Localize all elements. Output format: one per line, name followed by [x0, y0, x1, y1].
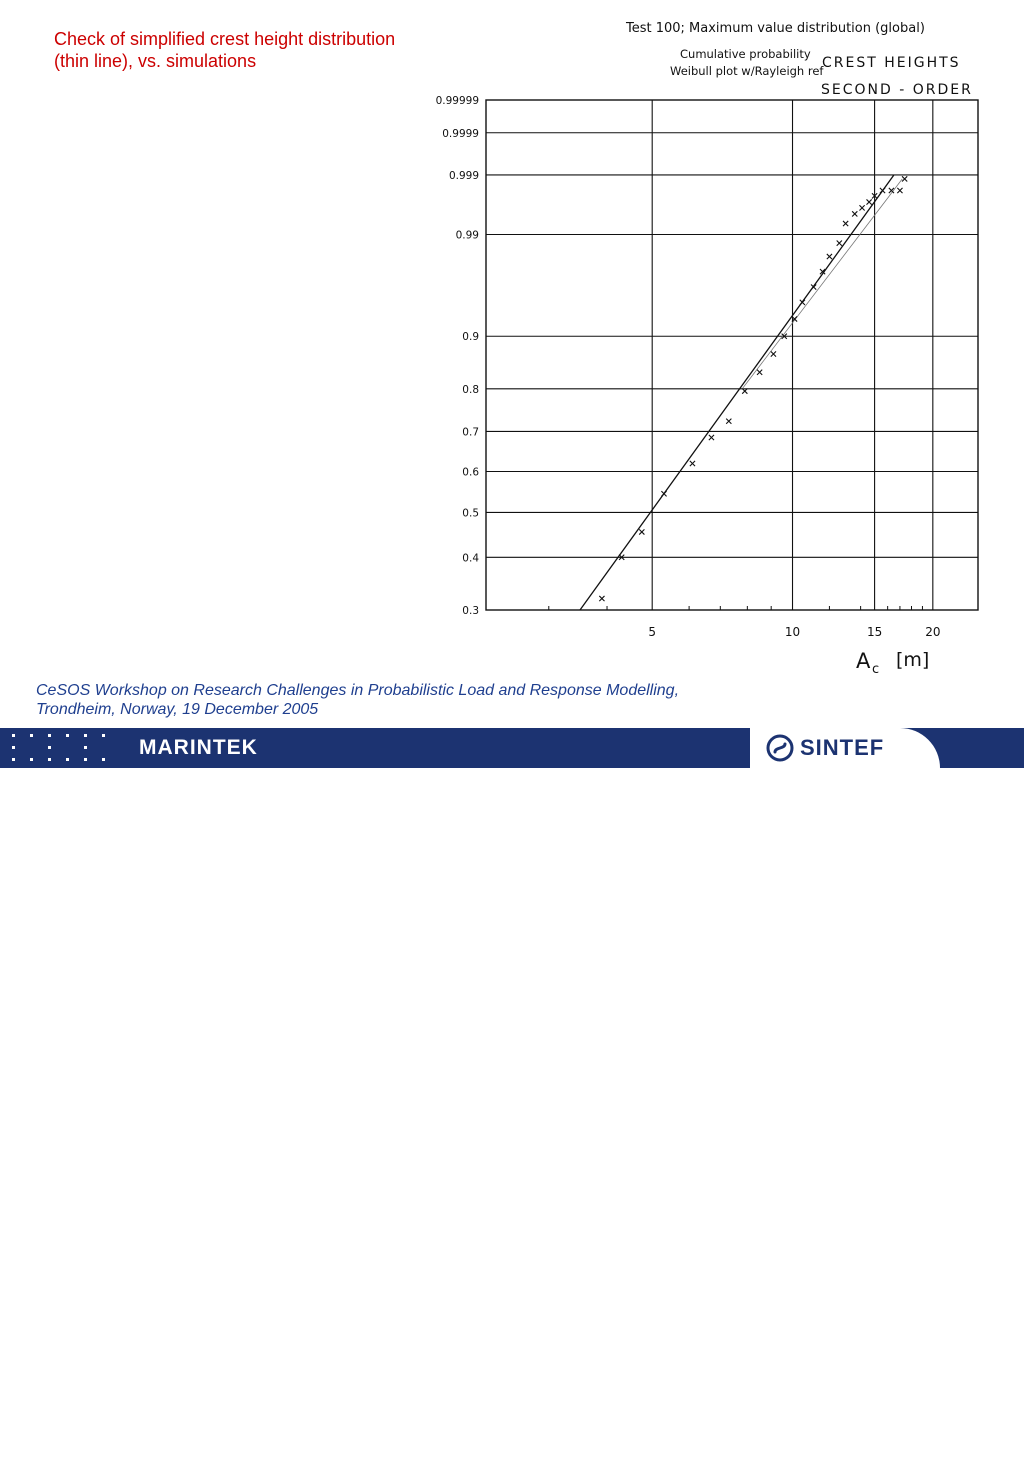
pattern-dot	[48, 734, 51, 737]
simulation-point	[661, 490, 667, 497]
pattern-dot	[12, 758, 15, 761]
annotation-line-2: SECOND - ORDER	[821, 82, 973, 98]
x-tick-label: 5	[648, 625, 656, 639]
x-axis-label-unit: [m]	[896, 649, 929, 671]
pattern-dot	[48, 758, 51, 761]
simulation-point	[781, 333, 788, 340]
weibull-plot: Test 100; Maximum value distribution (gl…	[436, 21, 979, 677]
simulation-point	[770, 351, 777, 357]
y-tick-label: 0.9999	[442, 128, 479, 140]
pattern-dot	[102, 734, 105, 737]
pattern-dot	[84, 746, 87, 749]
x-axis-label-main: A	[856, 649, 871, 673]
annotation-line-1: CREST HEIGHTS	[822, 55, 961, 71]
rayleigh-reference-line	[579, 174, 895, 611]
plot-area: 0.99999 0.9999 0.999 0.99 0.9 0.8 0.7 0.6 0.5 0.4…	[436, 95, 979, 639]
x-tick-label: 20	[925, 625, 940, 639]
pattern-dot	[12, 746, 15, 749]
sintef-swirl-icon	[766, 734, 794, 762]
plot-border	[485, 99, 979, 611]
dot-pattern-icon	[12, 734, 124, 762]
pattern-dot	[84, 758, 87, 761]
simulation-point	[836, 240, 843, 247]
simulation-point	[851, 210, 858, 217]
x-axis-label-subscript: c	[872, 662, 879, 677]
simulation-point	[725, 418, 732, 425]
pattern-dot	[66, 734, 69, 737]
pattern-dot	[84, 734, 87, 737]
chart-subtitle-line-1: Cumulative probability	[680, 47, 811, 61]
simplified-distribution-line	[741, 178, 903, 390]
y-tick-label: 0.4	[462, 552, 479, 564]
slide-title: Check of simplified crest height distrib…	[54, 28, 395, 72]
simulation-point	[879, 187, 886, 194]
footer-caption-line-2: Trondheim, Norway, 19 December 2005	[36, 701, 319, 718]
footer-caption-line-1: CeSOS Workshop on Research Challenges in…	[36, 682, 680, 699]
y-tick-label: 0.6	[462, 467, 479, 479]
chart-title: Test 100; Maximum value distribution (gl…	[625, 21, 925, 36]
slide-title-line-1: Check of simplified crest height distrib…	[54, 29, 396, 49]
y-tick-label: 0.7	[462, 426, 479, 438]
simulation-point	[819, 268, 826, 275]
simulation-point	[866, 199, 873, 206]
simulation-point	[598, 595, 605, 602]
simulation-point	[901, 175, 908, 182]
marintek-logo: MARINTEK	[139, 736, 258, 759]
y-tick-label: 0.5	[462, 507, 479, 519]
simulation-point	[618, 554, 625, 561]
pattern-dot	[66, 758, 69, 761]
simulation-point	[791, 315, 798, 322]
y-tick-label: 0.3	[462, 605, 479, 617]
slide-title-line-2: (thin line), vs. simulations	[54, 51, 257, 71]
simulation-point	[741, 388, 748, 395]
pattern-dot	[48, 746, 51, 749]
pattern-dot	[30, 734, 33, 737]
footer-caption: CeSOS Workshop on Research Challenges in…	[36, 681, 679, 719]
x-tick-label: 10	[785, 625, 800, 639]
y-tick-label: 0.8	[462, 384, 479, 396]
sintef-logo: SINTEF	[766, 733, 884, 763]
simulation-point	[859, 204, 866, 211]
simulation-point	[689, 460, 696, 467]
page-number: 14	[986, 1468, 1000, 1482]
y-tick-label: 0.99999	[436, 95, 479, 107]
simulation-point	[842, 220, 849, 227]
simulation-point	[871, 192, 878, 199]
simulation-point	[756, 369, 763, 376]
sintef-logo-text: SINTEF	[800, 735, 885, 760]
simulation-point	[799, 299, 806, 306]
pattern-dot	[30, 758, 33, 761]
simulation-point	[896, 187, 903, 194]
simulation-point	[638, 528, 645, 535]
simulation-point	[708, 434, 715, 441]
y-tick-label: 0.9	[462, 331, 479, 343]
chart-subtitle-line-2: Weibull plot w/Rayleigh ref	[670, 64, 824, 78]
y-tick-label: 0.999	[449, 170, 479, 182]
x-tick-label: 15	[867, 625, 882, 639]
y-tick-label: 0.99	[456, 230, 479, 242]
pattern-dot	[12, 734, 15, 737]
simulation-point	[826, 253, 833, 260]
pattern-dot	[102, 758, 105, 761]
simulation-point	[810, 284, 817, 291]
simulation-point	[888, 187, 895, 194]
crest-height-chart: Test 100; Maximum value distribution (gl…	[420, 0, 1024, 680]
